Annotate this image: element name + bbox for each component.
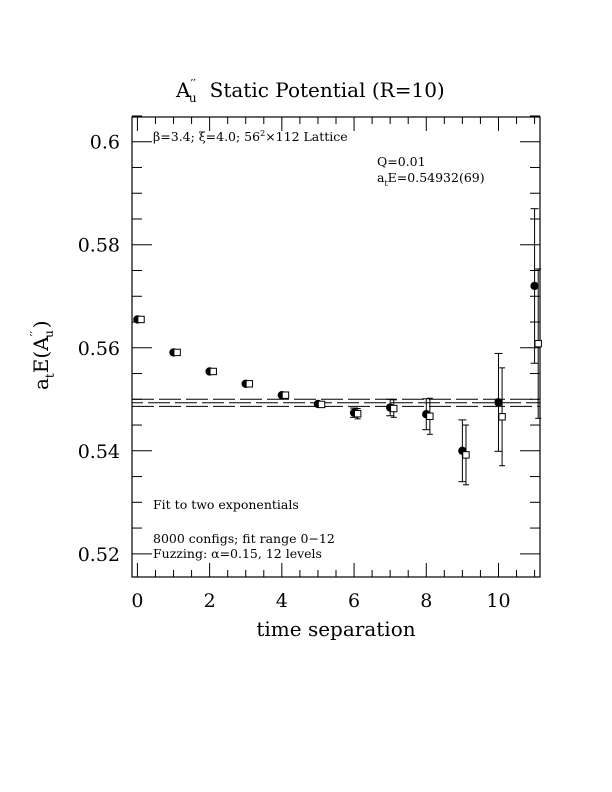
data-point-square bbox=[281, 391, 290, 399]
x-tick-label: 8 bbox=[420, 590, 432, 612]
data-point-square bbox=[390, 404, 398, 413]
y-tick-label: 0.56 bbox=[78, 338, 120, 360]
lattice-label: β=3.4; ξ=4.0; 562×112 Lattice bbox=[153, 129, 348, 144]
x-tick-label: 4 bbox=[276, 590, 288, 612]
x-tick-label: 2 bbox=[204, 590, 216, 612]
chart-title-main: A bbox=[175, 78, 191, 102]
lattice-label-main: β=3.4; ξ=4.0; 56 bbox=[153, 129, 260, 144]
data-point-square bbox=[209, 367, 217, 376]
y-axis-label-suffix: ) bbox=[29, 320, 53, 328]
axis-tick-labels: 0 2 4 6 8 10 0.52 0.54 0.56 0.58 0.6 bbox=[78, 132, 511, 612]
data-point-circle bbox=[530, 281, 539, 291]
fit-energy-label: atE=0.54932(69) bbox=[377, 170, 485, 188]
data-point-square bbox=[137, 315, 145, 324]
x-tick-label: 6 bbox=[348, 590, 360, 612]
fit-band bbox=[132, 398, 540, 407]
y-axis-label-mid: E(A bbox=[29, 336, 53, 373]
data-points bbox=[133, 208, 542, 486]
lattice-label-rest: ×112 Lattice bbox=[265, 129, 348, 144]
y-axis-label: atE(A′′u) bbox=[28, 320, 57, 390]
y-tick-label: 0.6 bbox=[90, 132, 120, 154]
y-tick-label: 0.58 bbox=[78, 235, 120, 257]
data-point-circle bbox=[494, 398, 503, 407]
x-axis-label: time separation bbox=[256, 617, 415, 641]
note-configs: 8000 configs; fit range 0−12 bbox=[153, 531, 335, 546]
x-tick-label: 0 bbox=[131, 590, 143, 612]
fit-energy-sub: t bbox=[384, 179, 388, 188]
note-fuzzing: Fuzzing: α=0.15, 12 levels bbox=[153, 546, 322, 561]
y-tick-label: 0.54 bbox=[78, 441, 120, 463]
data-point-square bbox=[317, 400, 326, 409]
data-point-square bbox=[462, 451, 470, 459]
data-point-square bbox=[353, 410, 362, 418]
y-tick-label: 0.52 bbox=[78, 544, 120, 566]
fit-energy-rest: E=0.54932(69) bbox=[388, 170, 485, 185]
data-point-square bbox=[534, 339, 542, 348]
lattice-label-sup: 2 bbox=[260, 129, 265, 138]
y-axis-label-sub: u bbox=[42, 330, 56, 338]
y-axis-label-prefix: a bbox=[29, 378, 53, 390]
note-fit-method: Fit to two exponentials bbox=[153, 497, 299, 512]
fit-energy-prefix: a bbox=[377, 170, 385, 185]
chart-title-sub: u bbox=[189, 91, 197, 105]
x-tick-label: 10 bbox=[486, 590, 510, 612]
chart-title: A′′ u Static Potential (R=10) bbox=[175, 77, 445, 105]
data-point-square bbox=[498, 413, 506, 421]
axis-ticks bbox=[132, 115, 540, 577]
chart-title-rest: Static Potential (R=10) bbox=[210, 78, 445, 102]
y-axis-label-sup: ′′ bbox=[28, 331, 42, 337]
y-axis-label-prefix-sub: t bbox=[43, 373, 57, 378]
data-point-square bbox=[173, 348, 181, 357]
data-point-square bbox=[426, 412, 434, 420]
fit-q-label: Q=0.01 bbox=[377, 154, 426, 169]
data-point-square bbox=[245, 380, 254, 388]
chart-title-sup: ′′ bbox=[190, 77, 196, 91]
